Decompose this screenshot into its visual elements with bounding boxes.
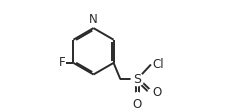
Text: O: O	[132, 98, 141, 111]
Text: N: N	[89, 13, 97, 26]
Text: Cl: Cl	[151, 58, 163, 71]
Text: F: F	[59, 56, 65, 69]
Text: O: O	[152, 86, 161, 99]
Text: S: S	[133, 73, 141, 86]
